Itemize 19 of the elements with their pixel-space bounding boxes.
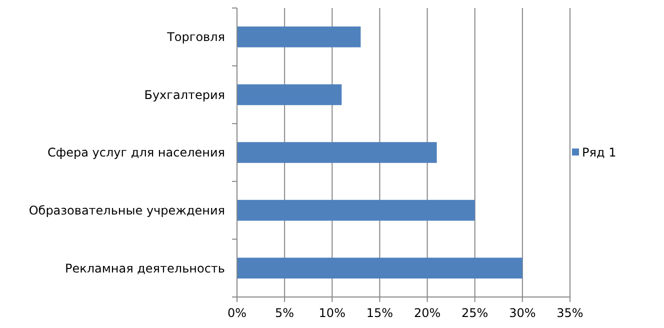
bar <box>237 258 522 279</box>
x-tick-label: 30% <box>509 306 536 320</box>
bar <box>237 142 437 163</box>
x-tick-label: 15% <box>366 306 394 320</box>
y-tick-label: Рекламная деятельность <box>64 261 225 276</box>
x-tick-label: 10% <box>318 306 346 320</box>
bar <box>237 84 342 106</box>
y-tick-label: Сфера услуг для населения <box>48 146 225 160</box>
x-tick-label: 20% <box>414 306 441 320</box>
legend-label: Ряд 1 <box>582 146 616 160</box>
x-tick-label: 25% <box>462 306 488 320</box>
bar <box>237 26 361 48</box>
x-tick-label: 5% <box>275 306 294 320</box>
x-tick-label: 35% <box>556 306 584 320</box>
y-tick-label: Образовательные учреждения <box>28 204 225 218</box>
y-tick-label: Бухгалтерия <box>144 88 225 102</box>
x-tick-label: 0% <box>227 306 247 320</box>
bar <box>237 200 475 221</box>
y-tick-label: Торговля <box>166 30 225 44</box>
